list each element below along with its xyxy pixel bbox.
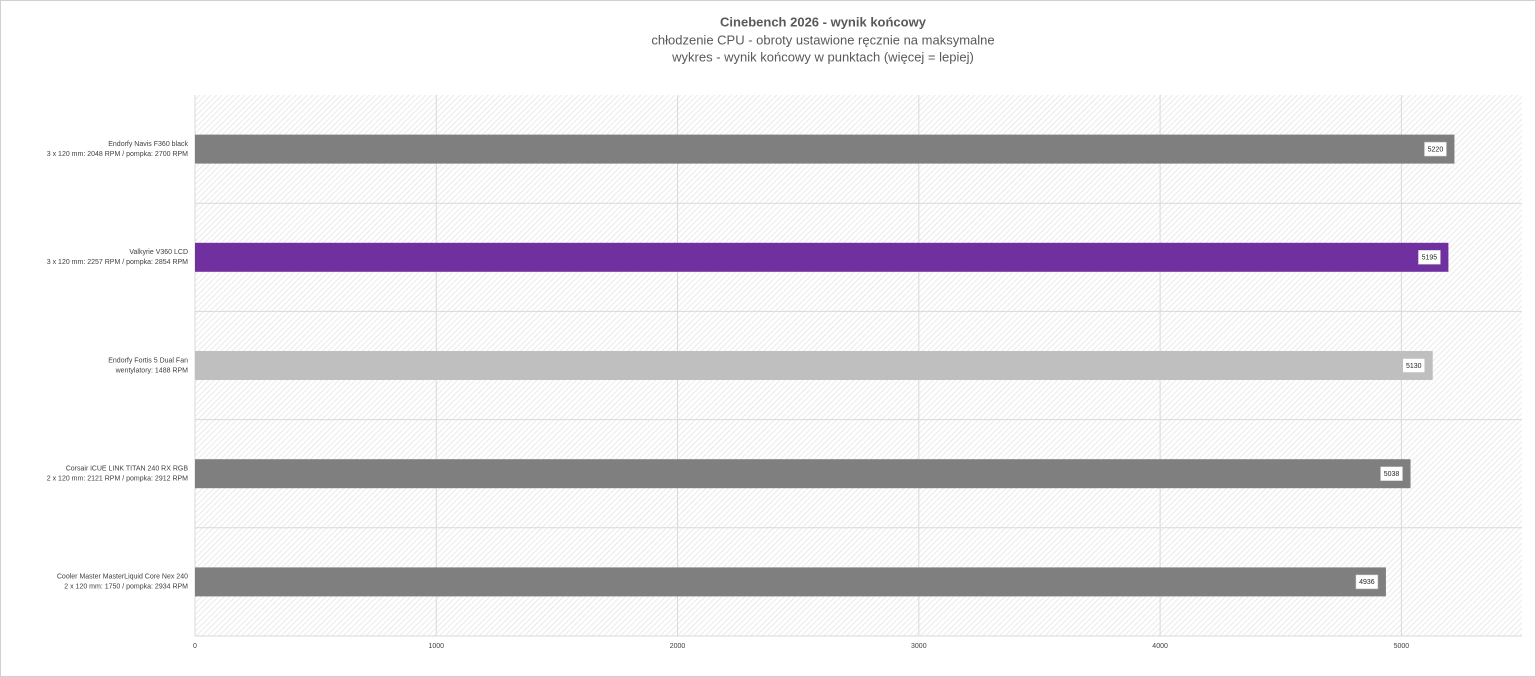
value-label-box — [1355, 574, 1379, 590]
x-tick-label: 0 — [193, 643, 197, 650]
y-tick-label: 2 x 120 mm: 2121 RPM / pompka: 2912 RPM — [47, 476, 188, 483]
y-tick-label: Corsair iCUE LINK TITAN 240 RX RGB — [66, 466, 189, 473]
value-label: 5130 — [1406, 363, 1422, 370]
bar — [195, 567, 1386, 597]
x-tick-label: 5000 — [1394, 643, 1410, 650]
bar — [195, 459, 1411, 489]
y-tick-label: 2 x 120 mm: 1750 / pompka: 2934 RPM — [64, 584, 188, 591]
bar — [195, 242, 1449, 272]
chart-subtitle: chłodzenie CPU - obroty ustawione ręczni… — [651, 32, 994, 47]
value-label-box — [1424, 141, 1447, 157]
x-tick-label: 3000 — [911, 643, 927, 650]
y-tick-label: Valkyrie V360 LCD — [129, 249, 188, 256]
chart-title: Cinebench 2026 - wynik końcowy — [720, 14, 927, 29]
y-tick-label: 3 x 120 mm: 2048 RPM / pompka: 2700 RPM — [47, 151, 188, 158]
y-tick-label: wentylatory: 1488 RPM — [115, 367, 189, 374]
value-label: 5038 — [1384, 471, 1400, 478]
value-label-box — [1402, 358, 1425, 373]
y-tick-label: 3 x 120 mm: 2257 RPM / pompka: 2854 RPM — [47, 259, 188, 266]
value-label: 5195 — [1422, 255, 1438, 262]
value-label-box — [1418, 250, 1441, 265]
value-label-box — [1380, 466, 1403, 481]
x-tick-label: 4000 — [1152, 643, 1168, 650]
y-tick-label: Cooler Master MasterLiquid Core Nex 240 — [57, 574, 188, 581]
chart-subtitle: wykres - wynik końcowy w punktach (więce… — [671, 49, 974, 64]
y-tick-label: Endorfy Fortis 5 Dual Fan — [108, 357, 188, 364]
x-tick-label: 1000 — [428, 643, 444, 650]
value-label: 4936 — [1359, 579, 1375, 586]
x-tick-label: 2000 — [670, 643, 686, 650]
bar — [195, 134, 1455, 164]
y-tick-label: Endorfy Navis F360 black — [108, 141, 188, 148]
value-label: 5220 — [1428, 146, 1444, 153]
bar — [195, 351, 1433, 380]
